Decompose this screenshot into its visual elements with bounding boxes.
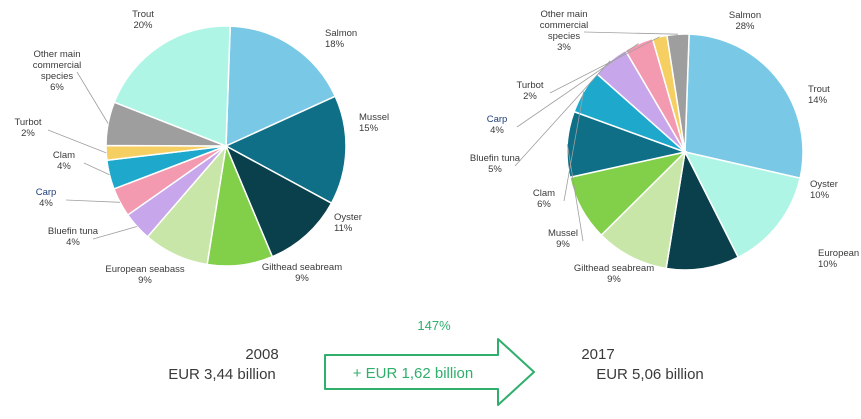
leader-line-turbot <box>47 129 107 154</box>
pie-slice-trout <box>683 150 801 259</box>
pie-slice-trout <box>113 25 231 148</box>
slice-label-turbot: Turbot 2% <box>14 117 41 139</box>
leader-line-clam <box>83 162 110 176</box>
growth-amount-label: + EUR 1,62 billion <box>353 365 473 382</box>
slice-label-european-seabass: European seabass 9% <box>105 264 184 286</box>
value-2008-label: EUR 3,44 billion <box>168 366 276 383</box>
slice-label-carp: Carp 4% <box>487 114 508 136</box>
leader-line-turbot <box>549 36 660 94</box>
pie-slice-salmon <box>225 25 337 148</box>
pie-slice-european-seabass <box>600 149 687 270</box>
slice-label-trout: Trout 20% <box>132 9 154 31</box>
slice-label-clam: Clam 6% <box>533 188 555 210</box>
pie-slice-salmon <box>684 33 804 180</box>
pie-slice-mussel <box>224 95 347 205</box>
slice-label-bluefin-tuna: Bluefin tuna 4% <box>48 226 99 248</box>
slice-label-carp: Carp 4% <box>36 187 57 209</box>
leader-line-bluefin-tuna <box>92 226 138 240</box>
leader-line-carp <box>65 199 121 203</box>
leader-line-other-main-commercial-species <box>76 71 109 124</box>
slice-label-trout: Trout 14% <box>808 84 830 106</box>
pie-slice-oyster <box>224 144 333 258</box>
slice-label-salmon: Salmon 28% <box>729 10 761 32</box>
leader-line-mussel <box>566 144 584 242</box>
slice-label-salmon: Salmon 18% <box>325 28 357 50</box>
year-2008-label: 2008 <box>245 346 278 363</box>
slice-label-oyster: Oyster 11% <box>334 212 362 234</box>
value-2017-label: EUR 5,06 billion <box>596 366 704 383</box>
slice-label-european-seabass: European seabass10% <box>818 248 861 270</box>
pie-slice-oyster <box>665 149 740 271</box>
slice-label-mussel: Mussel 15% <box>359 112 389 134</box>
slice-label-bluefin-tuna: Bluefin tuna 5% <box>470 153 521 175</box>
growth-arrow <box>324 338 535 406</box>
slice-label-other-main-commercial-species: Other main commercial species 6% <box>33 49 82 93</box>
slice-label-mussel: Mussel 9% <box>548 228 578 250</box>
slice-label-oyster: Oyster 10% <box>810 179 838 201</box>
slice-label-gilthead-seabream: Gilthead seabream 9% <box>574 263 654 285</box>
pie-slice-other-main-commercial-species <box>666 33 690 153</box>
slice-label-gilthead-seabream: Gilthead seabream 9% <box>262 262 342 284</box>
slice-label-other-main-commercial-species: Other main commercial species 3% <box>540 9 589 53</box>
pie-chart-2008: Salmon 18% Mussel 15% Oyster 11% Gilthead seab… <box>14 9 389 286</box>
slice-label-turbot: Turbot 2% <box>516 80 543 102</box>
leader-line-clam <box>563 91 584 202</box>
leader-line-carp <box>516 43 639 128</box>
slice-label-clam: Clam 4% <box>53 150 75 172</box>
leader-line-other-main-commercial-species <box>583 31 679 35</box>
leader-line-bluefin-tuna <box>514 60 611 167</box>
year-2017-label: 2017 <box>581 346 614 363</box>
growth-percent-label: 147% <box>417 318 451 333</box>
